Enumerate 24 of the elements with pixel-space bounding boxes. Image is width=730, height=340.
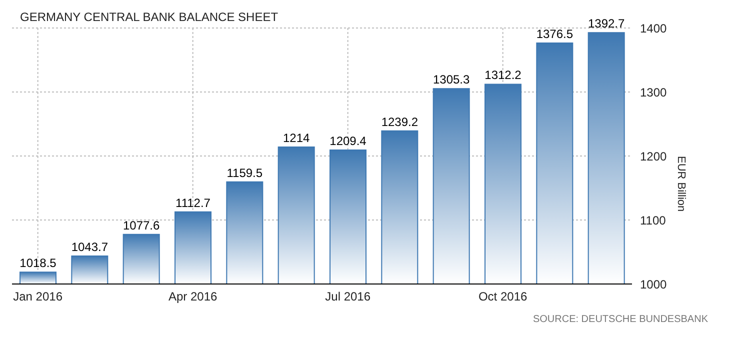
data-label: 1376.5 [536, 27, 574, 42]
data-label: 1112.7 [176, 196, 211, 210]
data-label: 1077.6 [122, 218, 160, 232]
chart-title: GERMANY CENTRAL BANK BALANCE SHEET [20, 10, 278, 24]
data-label: 1239.2 [381, 114, 418, 129]
y-tick-label: 1100 [640, 213, 666, 228]
data-label: 1043.7 [71, 240, 108, 254]
x-tick-label: Jan 2016 [13, 290, 63, 304]
data-label: 1159.5 [226, 166, 263, 180]
data-label: 1018.5 [20, 256, 57, 270]
data-label: 1305.3 [432, 72, 470, 87]
y-tick-label: 1400 [640, 21, 668, 36]
y-tick-label: 1300 [640, 85, 668, 100]
y-tick-label: 1200 [640, 149, 668, 164]
data-label: 1312.2 [484, 68, 522, 82]
x-tick-label: Jul 2016 [325, 290, 371, 304]
y-axis-title: EUR Billion [675, 156, 688, 212]
x-tick-label: Apr 2016 [168, 290, 218, 304]
data-label: 1392.7 [588, 16, 626, 31]
data-label: 1214 [282, 131, 310, 146]
x-tick-label: Oct 2016 [478, 290, 528, 304]
data-label: 1209.4 [330, 134, 367, 148]
y-tick-label: 1000 [640, 277, 668, 292]
source-note: SOURCE: DEUTSCHE BUNDESBANK [532, 314, 708, 325]
